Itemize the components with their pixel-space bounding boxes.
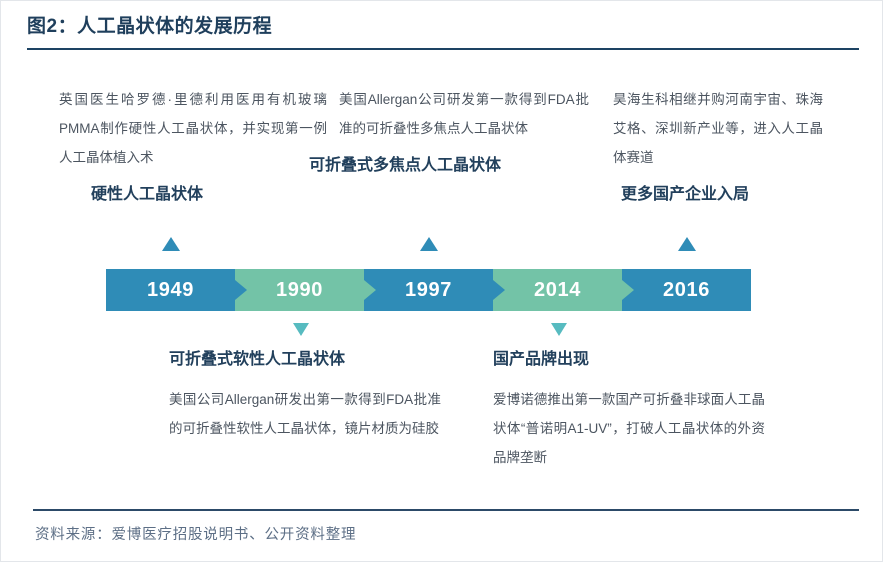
chevron-right-icon bbox=[493, 280, 505, 300]
timeline-segment-1997[interactable]: 1997 bbox=[364, 269, 505, 311]
event-above-2016: 昊海生科相继并购河南宇宙、珠海艾格、深圳新产业等，进入人工晶体赛道 更多国产企业… bbox=[613, 85, 823, 206]
event-above-1949: 英国医生哈罗德·里德利用医用有机玻璃PMMA制作硬性人工晶状体，并实现第一例人工… bbox=[59, 85, 327, 206]
timeline-bar: 1949 1990 1997 2014 2016 bbox=[106, 269, 751, 311]
event-description: 美国Allergan公司研发第一款得到FDA批准的可折叠性多焦点人工晶状体 bbox=[339, 92, 589, 136]
chevron-right-icon bbox=[364, 280, 376, 300]
timeline-segment-1949[interactable]: 1949 bbox=[106, 269, 247, 311]
event-heading: 硬性人工晶状体 bbox=[91, 186, 204, 203]
event-heading: 国产品牌出现 bbox=[493, 351, 590, 368]
footer-divider bbox=[33, 509, 859, 511]
event-description: 爱博诺德推出第一款国产可折叠非球面人工晶状体“普诺明A1-UV”，打破人工晶状体… bbox=[493, 392, 765, 465]
chevron-right-icon bbox=[235, 280, 247, 300]
event-heading: 更多国产企业入局 bbox=[621, 186, 750, 203]
event-description: 英国医生哈罗德·里德利用医用有机玻璃PMMA制作硬性人工晶状体，并实现第一例人工… bbox=[59, 92, 327, 165]
timeline-year-label: 2016 bbox=[663, 278, 710, 301]
below-line-events: 可折叠式软性人工晶状体 美国公司Allergan研发出第一款得到FDA批准的可折… bbox=[1, 349, 882, 489]
timeline-segment-2016[interactable]: 2016 bbox=[622, 269, 751, 311]
timeline-segment-1990[interactable]: 1990 bbox=[235, 269, 376, 311]
timeline-segment-2014[interactable]: 2014 bbox=[493, 269, 634, 311]
timeline-year-label: 2014 bbox=[534, 278, 581, 301]
figure-header: 图2：人工晶状体的发展历程 bbox=[27, 15, 859, 50]
timeline-year-label: 1990 bbox=[276, 278, 323, 301]
down-marker-row bbox=[106, 323, 751, 339]
source-note: 资料来源：爱博医疗招股说明书、公开资料整理 bbox=[35, 527, 357, 543]
timeline-year-label: 1997 bbox=[405, 278, 452, 301]
triangle-up-icon-1997 bbox=[420, 237, 438, 251]
event-heading: 可折叠式软性人工晶状体 bbox=[169, 351, 346, 368]
triangle-down-icon-1990 bbox=[293, 323, 309, 336]
chevron-right-icon bbox=[622, 280, 634, 300]
event-above-1997: 美国Allergan公司研发第一款得到FDA批准的可折叠性多焦点人工晶状体 可折… bbox=[309, 85, 589, 177]
above-line-events: 英国医生哈罗德·里德利用医用有机玻璃PMMA制作硬性人工晶状体，并实现第一例人工… bbox=[1, 85, 882, 220]
title-divider bbox=[27, 48, 859, 50]
figure-title: 图2：人工晶状体的发展历程 bbox=[27, 16, 273, 37]
event-description: 昊海生科相继并购河南宇宙、珠海艾格、深圳新产业等，进入人工晶体赛道 bbox=[613, 92, 823, 165]
up-marker-row bbox=[106, 237, 751, 253]
triangle-down-icon-2014 bbox=[551, 323, 567, 336]
event-below-2014: 国产品牌出现 爱博诺德推出第一款国产可折叠非球面人工晶状体“普诺明A1-UV”，… bbox=[493, 349, 765, 472]
timeline-year-label: 1949 bbox=[147, 278, 194, 301]
event-heading: 可折叠式多焦点人工晶状体 bbox=[309, 157, 502, 174]
triangle-up-icon-1949 bbox=[162, 237, 180, 251]
triangle-up-icon-2016 bbox=[678, 237, 696, 251]
event-below-1990: 可折叠式软性人工晶状体 美国公司Allergan研发出第一款得到FDA批准的可折… bbox=[169, 349, 441, 443]
event-description: 美国公司Allergan研发出第一款得到FDA批准的可折叠性软性人工晶状体，镜片… bbox=[169, 392, 441, 436]
